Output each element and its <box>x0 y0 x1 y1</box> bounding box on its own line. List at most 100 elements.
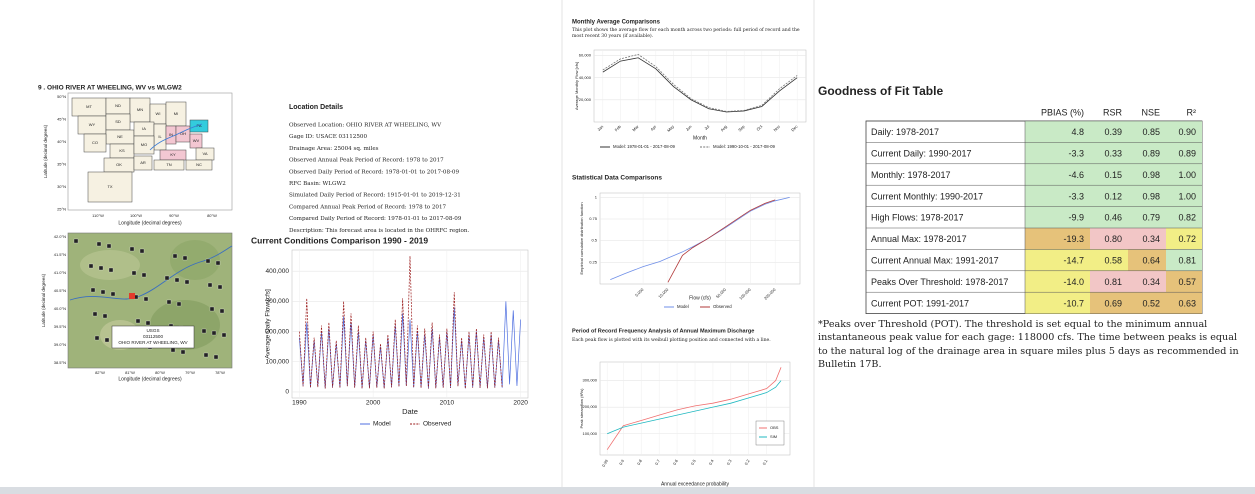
cell-value: 0.98 <box>1142 191 1160 201</box>
state-label: OK <box>116 162 122 167</box>
gage-marker <box>74 239 78 243</box>
cell-value: 0.98 <box>1142 170 1160 180</box>
state-label: TX <box>107 184 112 189</box>
state-label: KY <box>170 152 176 157</box>
cell-value: 1.00 <box>1178 170 1196 180</box>
y-tick-label: 40,000 <box>579 75 592 80</box>
x-tick-label: 100,000 <box>738 286 752 300</box>
map-y-tick: 35°N <box>57 162 66 167</box>
y-tick-label: 300,000 <box>583 378 598 383</box>
gage-marker <box>89 264 93 268</box>
gage-marker <box>202 329 206 333</box>
gage-marker <box>132 271 136 275</box>
x-tick-label: Sep <box>737 123 746 132</box>
cell-value: -14.0 <box>1063 277 1084 287</box>
row-label: Current POT: 1991-2017 <box>871 298 969 308</box>
cell-value: 0.15 <box>1104 170 1122 180</box>
gage-marker <box>165 276 169 280</box>
report-canvas: 9 . OHIO RIVER AT WHEELING, WV vs WLGW2 … <box>0 0 1255 494</box>
gage-marker <box>171 348 175 352</box>
map-x-tick: 80°W <box>207 213 217 218</box>
gage-marker <box>109 268 113 272</box>
cell-value: 1.00 <box>1178 191 1196 201</box>
cell-value: 0.81 <box>1104 277 1122 287</box>
gage-marker <box>111 292 115 296</box>
detail-line: Simulated Daily Period of Record: 1915-0… <box>289 193 461 199</box>
state-label: IA <box>142 126 146 131</box>
gage-marker <box>216 261 220 265</box>
column-header: NSE <box>1141 107 1160 117</box>
detail-line: Compared Daily Period of Record: 1978-01… <box>289 216 462 222</box>
y-tick-label: 100,000 <box>583 431 598 436</box>
cell-value: 0.81 <box>1178 255 1196 265</box>
gage-marker <box>204 353 208 357</box>
station-label: USGS <box>146 328 159 333</box>
chart-title: Period of Record Frequency Analysis of A… <box>572 328 754 334</box>
gage-marker <box>212 331 216 335</box>
state-label: WV <box>193 138 200 143</box>
cell-value: 0.89 <box>1178 148 1196 158</box>
chart-title: Current Conditions Comparison 1990 - 201… <box>251 235 428 245</box>
map-x-tick: 82°W <box>95 370 105 375</box>
gage-marker <box>208 283 212 287</box>
x-tick-label: 0.3 <box>726 458 733 466</box>
gage-marker <box>95 336 99 340</box>
x-tick-label: Aug <box>719 124 728 133</box>
gage-marker <box>181 350 185 354</box>
gage-marker <box>142 273 146 277</box>
cell-value: 0.80 <box>1104 234 1122 244</box>
map-y-label: Latitude (decimal degrees) <box>43 124 48 178</box>
station-label: 03112500 <box>143 334 164 339</box>
gage-marker <box>101 290 105 294</box>
gage-marker <box>105 338 109 342</box>
section-title: Location Details <box>289 104 343 111</box>
gage-marker <box>177 302 181 306</box>
cell-value: 0.63 <box>1178 298 1196 308</box>
map-y-label: Latitude (decimal degrees) <box>41 273 46 327</box>
map-y-tick: 41.0°N <box>54 270 66 275</box>
map-x-label: Longitude (decimal degrees) <box>118 376 182 382</box>
gage-marker <box>103 314 107 318</box>
column-header: R² <box>1187 107 1197 117</box>
state-label: AR <box>140 160 146 165</box>
cell-value: 0.72 <box>1178 234 1196 244</box>
map-x-tick: 100°W <box>130 213 142 218</box>
footnote: *Peaks over Threshold (POT). The thresho… <box>818 318 1248 372</box>
map-y-tick: 42.0°N <box>54 234 66 239</box>
y-tick-label: 0 <box>285 389 289 396</box>
gage-marker <box>91 288 95 292</box>
x-tick-label: 0.7 <box>654 458 661 466</box>
x-tick-label: Mar <box>631 123 640 132</box>
map-y-tick: 40.5°N <box>54 288 66 293</box>
map-x-tick: 78°W <box>215 370 225 375</box>
gage-marker <box>93 312 97 316</box>
state-label: MN <box>137 107 143 112</box>
state-label: NC <box>196 162 202 167</box>
y-axis-label: Peak streamflow (ft³/s) <box>579 388 584 429</box>
x-tick-label: 0.1 <box>761 458 768 466</box>
cell-value: -10.7 <box>1063 298 1084 308</box>
x-tick-label: Oct <box>755 123 764 132</box>
gage-marker <box>97 242 101 246</box>
x-tick-label: 0.9 <box>618 458 625 466</box>
row-label: Peaks Over Threshold: 1978-2017 <box>871 277 1008 287</box>
x-axis-label: Month <box>693 135 707 141</box>
x-axis-label: Date <box>402 407 418 416</box>
y-tick-label: 20,000 <box>579 97 592 102</box>
map-x-tick: 110°W <box>92 213 104 218</box>
state-label: SD <box>115 119 121 124</box>
state-label: TN <box>166 162 171 167</box>
table-title: Goodness of Fit Table <box>818 84 943 98</box>
map-x-label: Longitude (decimal degrees) <box>118 220 182 226</box>
state-label: MT <box>86 104 92 109</box>
x-tick-label: 50,000 <box>715 286 728 299</box>
x-tick-label: 200,000 <box>763 286 777 300</box>
legend-label: Observed <box>423 421 452 428</box>
legend-label: Model: 1990-10-01 - 2017-08-09 <box>713 144 775 149</box>
gage-marker <box>167 300 171 304</box>
row-label: Current Daily: 1990-2017 <box>871 148 972 158</box>
state-label: ND <box>115 103 121 108</box>
x-tick-label: Apr <box>649 123 657 131</box>
gage-marker <box>185 280 189 284</box>
cell-value: 0.64 <box>1142 255 1160 265</box>
